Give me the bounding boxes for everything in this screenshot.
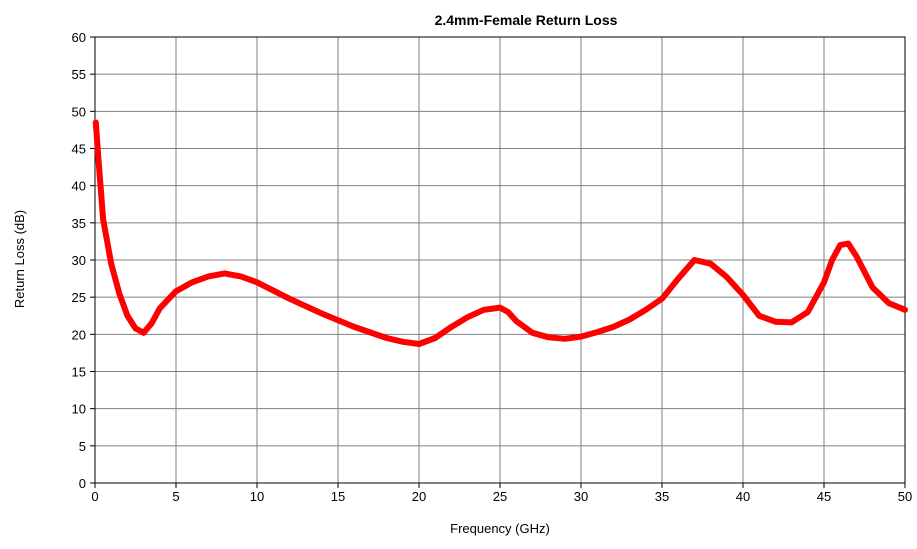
x-tick-label: 25 [493,489,507,504]
x-tick-label: 20 [412,489,426,504]
plot-area-border [94,36,906,484]
x-tick-label: 40 [736,489,750,504]
y-tick-label: 40 [72,179,86,194]
y-tick-label: 50 [72,104,86,119]
x-tick-label: 0 [91,489,98,504]
x-tick-label: 35 [655,489,669,504]
x-tick-label: 45 [817,489,831,504]
y-tick-labels: 0 5 10 15 20 25 30 35 40 45 50 55 60 [72,30,86,491]
chart-title: 2.4mm-Female Return Loss [435,12,618,28]
x-tick-label: 5 [172,489,179,504]
y-tick-label: 30 [72,253,86,268]
y-tick-label: 10 [72,402,86,417]
y-tick-label: 55 [72,67,86,82]
y-tick-label: 35 [72,216,86,231]
y-tick-label: 15 [72,365,86,380]
y-tick-label: 45 [72,142,86,157]
y-axis-label: Return Loss (dB) [12,210,27,308]
grid-layer [95,37,905,483]
x-tick-label: 15 [331,489,345,504]
x-tick-label: 30 [574,489,588,504]
y-tick-label: 20 [72,327,86,342]
series-layer [92,119,908,347]
y-tick-label: 60 [72,30,86,45]
y-tick-label: 5 [79,439,86,454]
plot-frame [90,36,906,488]
y-tick-label: 0 [79,476,86,491]
x-tick-label: 10 [250,489,264,504]
x-axis-label: Frequency (GHz) [450,521,550,536]
return-loss-series-line [92,119,908,347]
y-tick-label: 25 [72,290,86,305]
x-tick-labels: 0 5 10 15 20 25 30 35 40 45 50 [91,489,912,504]
x-tick-label: 50 [898,489,912,504]
